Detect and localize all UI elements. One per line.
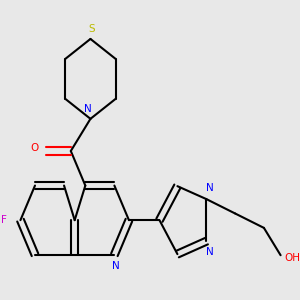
Text: F: F xyxy=(2,215,7,225)
Text: S: S xyxy=(88,24,95,34)
Text: N: N xyxy=(112,261,120,271)
Text: O: O xyxy=(31,143,39,153)
Text: N: N xyxy=(84,103,92,114)
Text: N: N xyxy=(206,183,213,193)
Text: OH: OH xyxy=(285,253,300,263)
Text: N: N xyxy=(206,247,213,257)
